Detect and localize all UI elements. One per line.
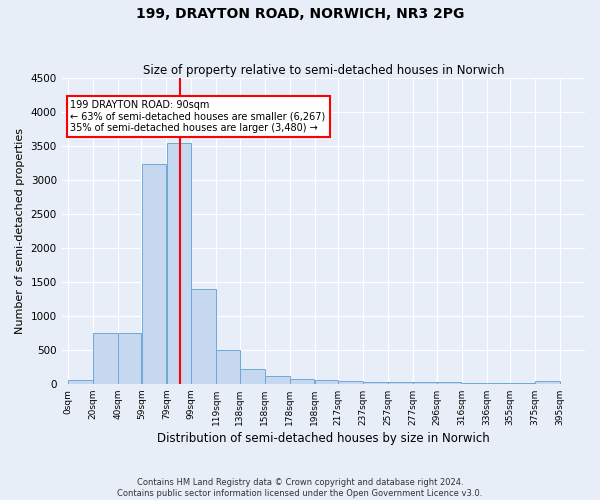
Bar — [413, 382, 437, 384]
Title: Size of property relative to semi-detached houses in Norwich: Size of property relative to semi-detach… — [143, 64, 504, 77]
Bar — [487, 383, 510, 384]
Bar — [338, 382, 363, 384]
Bar — [191, 288, 216, 384]
Bar — [388, 382, 413, 384]
Y-axis label: Number of semi-detached properties: Number of semi-detached properties — [15, 128, 25, 334]
Bar — [118, 333, 141, 384]
Bar — [290, 379, 314, 384]
Bar — [437, 382, 461, 384]
Bar — [265, 376, 290, 384]
Bar — [93, 333, 118, 384]
Text: 199 DRAYTON ROAD: 90sqm
← 63% of semi-detached houses are smaller (6,267)
35% of: 199 DRAYTON ROAD: 90sqm ← 63% of semi-de… — [70, 100, 326, 133]
X-axis label: Distribution of semi-detached houses by size in Norwich: Distribution of semi-detached houses by … — [157, 432, 490, 445]
Bar — [364, 382, 388, 384]
Bar — [315, 380, 338, 384]
Text: 199, DRAYTON ROAD, NORWICH, NR3 2PG: 199, DRAYTON ROAD, NORWICH, NR3 2PG — [136, 8, 464, 22]
Bar — [240, 369, 265, 384]
Bar — [462, 383, 487, 384]
Bar — [142, 164, 166, 384]
Bar — [535, 382, 560, 384]
Bar — [167, 142, 191, 384]
Text: Contains HM Land Registry data © Crown copyright and database right 2024.
Contai: Contains HM Land Registry data © Crown c… — [118, 478, 482, 498]
Bar — [217, 350, 239, 384]
Bar — [68, 380, 92, 384]
